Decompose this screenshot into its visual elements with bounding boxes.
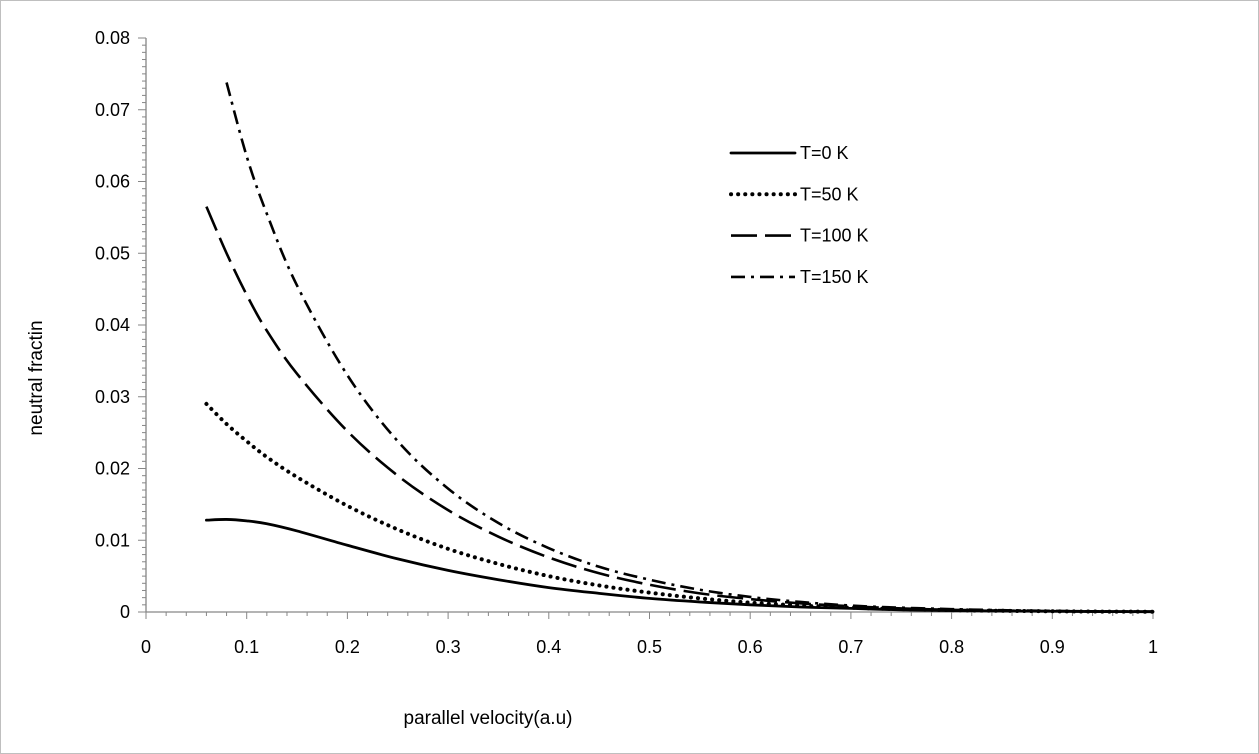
x-tick-label: 0.1 — [234, 637, 259, 657]
y-tick-label: 0.01 — [95, 530, 130, 550]
series-line-4 — [225, 82, 1154, 613]
y-minor-ticks — [138, 37, 146, 613]
x-tick-label: 0.3 — [436, 637, 461, 657]
legend-label-2: T=50 K — [800, 184, 859, 204]
x-tick-label: 0.4 — [536, 637, 561, 657]
x-tick-label: 0 — [141, 637, 151, 657]
x-tick-label: 0.6 — [738, 637, 763, 657]
y-tick-label: 0.06 — [95, 172, 130, 192]
legend-label-3: T=100 K — [800, 226, 869, 246]
x-tick-label: 0.9 — [1040, 637, 1065, 657]
series-line-3 — [205, 206, 1154, 614]
y-tick-label: 0.08 — [95, 28, 130, 48]
x-tick-label: 0.5 — [637, 637, 662, 657]
y-tick-labels: 0 0.01 0.02 0.03 0.04 0.05 0.06 0.07 0.08 — [95, 28, 130, 622]
x-tick-label: 0.7 — [838, 637, 863, 657]
series-lines — [204, 82, 1155, 614]
x-tick-label: 0.8 — [939, 637, 964, 657]
legend-label-4: T=150 K — [800, 267, 869, 287]
legend: T=0 K T=50 K T=100 K T=150 K — [729, 143, 869, 287]
x-tick-labels: 0 0.1 0.2 0.3 0.4 0.5 0.6 0.7 0.8 0.9 1 — [141, 637, 1158, 657]
y-tick-label: 0.07 — [95, 100, 130, 120]
y-tick-label: 0.04 — [95, 315, 130, 335]
series-line-2 — [204, 401, 1155, 614]
series-line-1 — [205, 518, 1155, 614]
y-tick-label: 0.05 — [95, 243, 130, 263]
x-tick-label: 0.2 — [335, 637, 360, 657]
x-tick-label: 1 — [1148, 637, 1158, 657]
y-tick-label: 0.03 — [95, 387, 130, 407]
y-tick-label: 0 — [120, 602, 130, 622]
y-tick-label: 0.02 — [95, 459, 130, 479]
y-axis-title: neutral fractin — [26, 320, 47, 435]
x-minor-ticks — [145, 612, 1154, 619]
x-axis-title: parallel velocity(a.u) — [404, 708, 573, 729]
legend-label-1: T=0 K — [800, 143, 849, 163]
